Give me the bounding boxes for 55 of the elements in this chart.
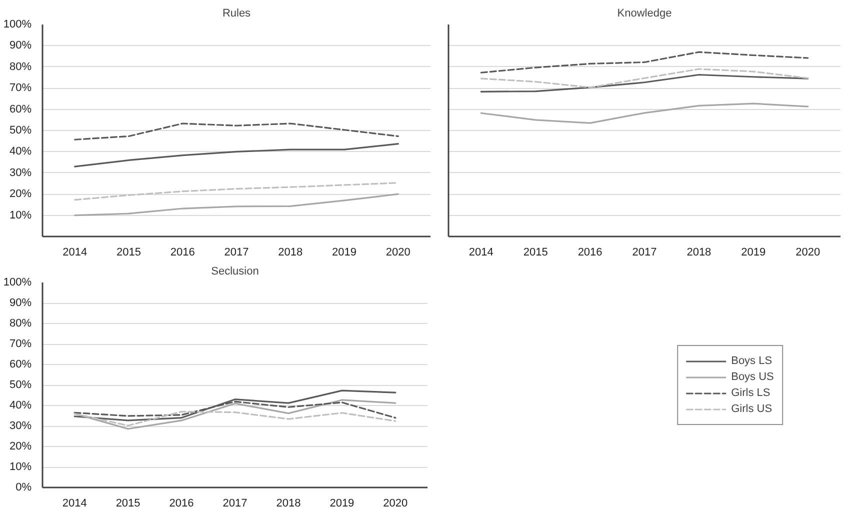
line-series (74, 410, 396, 426)
chart-title: Knowledge (617, 8, 672, 20)
x-tick-label: 2019 (332, 246, 357, 258)
y-tick-label: 30% (9, 166, 32, 179)
x-tick-label: 2014 (468, 246, 494, 258)
x-tick-label: 2015 (523, 246, 548, 258)
legend-label: Boys LS (731, 354, 772, 368)
y-tick-label: 90% (9, 40, 32, 52)
y-tick-label: 100% (3, 18, 32, 30)
y-tick-label: 20% (9, 188, 32, 200)
y-tick-label: 80% (9, 318, 32, 330)
x-tick-label: 2020 (386, 246, 410, 258)
y-tick-label: 70% (9, 338, 32, 350)
x-tick-label: 2018 (686, 246, 712, 258)
x-tick-label: 2019 (741, 246, 766, 258)
x-tick-label: 2019 (330, 498, 354, 510)
y-tick-label: 100% (3, 276, 32, 288)
y-tick-label: 50% (9, 379, 32, 391)
y-tick-label: 30% (9, 420, 32, 432)
y-tick-label: 0% (16, 482, 32, 494)
x-tick-label: 2016 (169, 498, 194, 510)
x-tick-label: 2017 (222, 498, 248, 510)
line-series (74, 182, 399, 201)
y-tick-label: 50% (9, 124, 32, 136)
y-tick-label: 40% (9, 400, 32, 412)
line-series (74, 193, 399, 216)
line-series (74, 390, 396, 422)
y-tick-label: 10% (9, 209, 32, 222)
x-tick-label: 2014 (62, 498, 87, 510)
x-tick-label: 2016 (170, 246, 195, 258)
y-tick-label: 90% (9, 297, 32, 309)
x-tick-label: 2020 (796, 246, 820, 258)
x-tick-label: 2017 (632, 246, 657, 258)
legend-label: Girls LS (731, 386, 770, 400)
y-tick-label: 20% (9, 440, 32, 452)
chart-title: Rules (222, 8, 252, 20)
x-tick-label: 2015 (116, 246, 141, 258)
y-tick-label: 70% (9, 82, 32, 94)
x-tick-label: 2017 (224, 246, 249, 258)
y-tick-label: 60% (9, 103, 32, 116)
x-tick-label: 2018 (278, 246, 303, 258)
x-tick-label: 2014 (62, 246, 88, 258)
chart-title: Seclusion (211, 266, 259, 278)
y-tick-label: 80% (9, 60, 32, 73)
x-tick-label: 2018 (276, 498, 301, 510)
x-tick-label: 2016 (578, 246, 602, 258)
y-tick-label: 10% (9, 461, 32, 473)
y-tick-label: 60% (9, 358, 32, 370)
line-series (74, 122, 399, 140)
legend-label: Girls US (731, 402, 772, 416)
x-tick-label: 2020 (383, 498, 408, 510)
line-series (74, 143, 399, 168)
legend-label: Boys US (731, 370, 774, 384)
x-tick-label: 2015 (116, 498, 140, 510)
y-tick-label: 40% (9, 146, 32, 158)
